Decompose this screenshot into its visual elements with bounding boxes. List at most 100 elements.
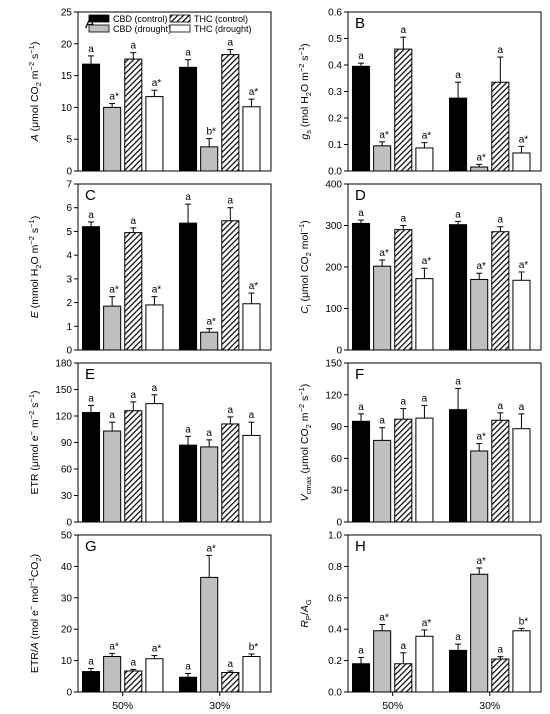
y-tick-label: 5: [66, 135, 72, 146]
bar-thc-drought: [415, 278, 434, 351]
legend-item-cbd-control: CBD (control): [88, 14, 168, 24]
bar-thc-drought: [145, 658, 164, 693]
legend-label: THC (control): [194, 14, 248, 24]
significance-label: a: [131, 657, 137, 668]
significance-label: a: [498, 45, 504, 56]
bar-cbd-control: [179, 66, 198, 172]
y-tick-label: 120: [55, 412, 72, 423]
panel-g: 0 10 20 30 40 50 ETR/A (mol e− mol−1CO2) Ga a* a a…: [27, 531, 272, 712]
bar-thc-drought: [145, 96, 164, 172]
legend-swatch: [169, 24, 191, 33]
bar-thc-control: [394, 663, 413, 693]
significance-label: a: [455, 376, 461, 387]
y-tick-label: 150: [325, 359, 342, 370]
y-tick-label: 60: [331, 454, 343, 465]
bar-thc-drought: [242, 303, 261, 351]
significance-label: b*: [206, 127, 216, 138]
y-tick-label: 200: [325, 263, 342, 274]
significance-label: a: [401, 214, 407, 225]
significance-label: a*: [109, 641, 119, 652]
plot-frame: [77, 183, 272, 351]
y-tick-label: 7: [66, 180, 72, 191]
significance-label: a: [228, 38, 234, 49]
y-tick-label: 0.8: [328, 562, 342, 573]
bar-cbd-drought: [103, 305, 122, 351]
bar-cbd-drought: [373, 145, 392, 172]
bar-thc-control: [124, 232, 143, 351]
y-tick-label: 5: [66, 227, 72, 238]
significance-label: b*: [249, 642, 259, 653]
bar-thc-drought: [145, 304, 164, 351]
significance-label: a: [358, 645, 364, 656]
legend-label: CBD (control): [113, 14, 168, 24]
significance-label: a*: [476, 556, 486, 567]
bar-cbd-control: [449, 97, 468, 172]
legend-swatch: [88, 14, 110, 23]
bar-thc-drought: [512, 152, 531, 172]
bar-cbd-control: [179, 444, 198, 523]
bar-cbd-drought: [373, 439, 392, 523]
bar-cbd-drought: [470, 278, 489, 351]
bar-cbd-control: [351, 65, 371, 172]
panel-c: 0 1 2 3 4 5 6 7 E (mmol H2O m−2 s−1) Ca a* a a* a a* a a…: [27, 180, 272, 357]
plot-frame: [77, 11, 272, 172]
y-tick-label: 20: [61, 625, 73, 636]
y-tick-label: 0: [66, 346, 72, 357]
significance-label: a: [88, 656, 94, 667]
bar-cbd-drought: [103, 430, 122, 523]
panel-letter: A: [85, 15, 95, 32]
significance-label: a: [401, 25, 407, 36]
y-tick-label: 150: [55, 385, 72, 396]
significance-label: a: [455, 209, 461, 220]
legend-swatch: [169, 14, 191, 23]
panel-letter: F: [355, 366, 364, 383]
significance-label: a*: [476, 432, 486, 443]
y-tick-label: 90: [61, 438, 73, 449]
significance-label: a: [498, 401, 504, 412]
bar-cbd-control: [351, 222, 371, 351]
x-tick-label: 50%: [382, 700, 403, 712]
significance-label: a*: [519, 260, 529, 271]
significance-label: a*: [379, 248, 389, 259]
significance-label: a: [228, 405, 234, 416]
bar-thc-drought: [242, 656, 261, 693]
y-tick-label: 0.3: [328, 87, 342, 98]
significance-label: a*: [249, 281, 259, 292]
significance-label: a: [88, 393, 94, 404]
significance-label: a*: [152, 285, 162, 296]
x-tick-label: 30%: [479, 700, 500, 712]
bar-thc-control: [491, 419, 510, 523]
bar-cbd-control: [449, 409, 468, 523]
y-tick-label: 0: [66, 518, 72, 529]
significance-label: a: [88, 210, 94, 221]
significance-label: a*: [422, 131, 432, 142]
bar-thc-drought: [415, 635, 434, 693]
bar-cbd-drought: [470, 166, 489, 172]
bar-cbd-control: [179, 676, 198, 693]
significance-label: a: [249, 410, 255, 421]
bar-thc-control: [221, 220, 240, 351]
plot-frame: [347, 362, 542, 523]
y-tick-label: 20: [61, 39, 73, 50]
significance-label: a: [109, 410, 115, 421]
panel-letter: C: [85, 187, 96, 204]
y-tick-label: 25: [61, 8, 73, 19]
bar-thc-drought: [145, 403, 164, 523]
significance-label: a: [131, 390, 137, 401]
y-tick-label: 10: [61, 103, 73, 114]
bar-thc-control: [124, 670, 143, 693]
y-axis-title: Vcmax (μmol CO2 m−2 s−1): [297, 384, 313, 502]
significance-label: a*: [476, 261, 486, 272]
significance-label: a: [152, 383, 158, 394]
bar-thc-drought: [415, 417, 434, 523]
significance-label: a*: [519, 134, 529, 145]
y-tick-label: 90: [331, 422, 343, 433]
legend-item-cbd-drought: CBD (drought): [88, 24, 171, 34]
bar-cbd-control: [449, 224, 468, 351]
panel-b: 0.0 0.1 0.2 0.3 0.4 0.5 0.6 gs (mol H2O m−2 s−1…: [297, 8, 542, 178]
y-tick-label: 0.4: [328, 625, 342, 636]
significance-label: a*: [206, 317, 216, 328]
bar-cbd-control: [81, 226, 101, 351]
y-tick-label: 100: [325, 304, 342, 315]
y-tick-label: 6: [66, 203, 72, 214]
